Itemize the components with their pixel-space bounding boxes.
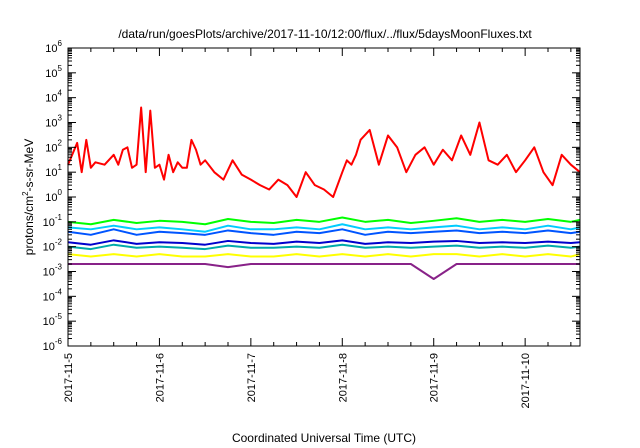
chart-title: /data/run/goesPlots/archive/2017-11-10/1… <box>118 27 532 41</box>
y-tick-base: 10 <box>43 291 55 303</box>
y-tick-base: 10 <box>43 341 55 353</box>
y-tick-label: 10-4 <box>43 287 63 303</box>
x-axis-label: Coordinated Universal Time (UTC) <box>232 431 416 445</box>
series-line-3 <box>67 228 581 236</box>
y-tick-exponent: 4 <box>58 89 63 98</box>
plot-frame <box>67 47 581 347</box>
series-line-1 <box>67 216 581 226</box>
x-tick-label: 2017-11-5 <box>63 353 75 402</box>
series-line-6 <box>67 253 581 258</box>
x-tick-label: 2017-11-8 <box>337 353 349 402</box>
y-tick-label: 102 <box>45 138 62 154</box>
y-axis-label-post: -s-sr-MeV <box>22 139 36 192</box>
y-tick-base: 10 <box>45 43 57 55</box>
y-tick-base: 10 <box>43 217 55 229</box>
y-tick-label: 10-5 <box>43 312 63 328</box>
y-tick-exponent: 5 <box>58 64 63 73</box>
y-tick-exponent: -2 <box>55 238 63 247</box>
y-tick-exponent: 2 <box>58 138 63 147</box>
y-tick-label: 10-6 <box>43 337 63 353</box>
y-axis-label-pre: protons/cm <box>22 196 36 255</box>
y-tick-exponent: -6 <box>55 337 63 346</box>
y-tick-label: 103 <box>45 114 62 130</box>
y-tick-label: 10-1 <box>43 213 63 229</box>
series-line-7 <box>68 263 580 280</box>
y-tick-base: 10 <box>45 93 57 105</box>
y-tick-label: 101 <box>45 163 62 179</box>
y-tick-base: 10 <box>43 316 55 328</box>
y-tick-exponent: -3 <box>55 263 63 272</box>
y-tick-label: 100 <box>45 188 62 204</box>
series-line-4 <box>67 239 581 246</box>
x-axis: 2017-11-5 2017-11-6 2017-11-7 2017-11-8 2017… <box>63 48 572 408</box>
y-tick-base: 10 <box>45 68 57 80</box>
y-tick-base: 10 <box>45 142 57 154</box>
y-tick-label: 10-3 <box>43 263 63 279</box>
y-tick-label: 106 <box>45 39 62 55</box>
y-tick-exponent: 6 <box>58 39 63 48</box>
y-tick-base: 10 <box>45 192 57 204</box>
y-tick-exponent: -4 <box>55 287 63 296</box>
y-tick-label: 10-2 <box>43 238 63 254</box>
y-axis-label: protons/cm2-s-sr-MeV <box>21 139 36 255</box>
y-axis-label-sup: 2 <box>21 191 30 196</box>
y-tick-base: 10 <box>45 167 57 179</box>
y-tick-base: 10 <box>43 267 55 279</box>
plot-series <box>67 106 581 280</box>
y-tick-base: 10 <box>45 118 57 130</box>
y-tick-exponent: -5 <box>55 312 63 321</box>
series-line-0 <box>67 106 581 198</box>
y-tick-exponent: 3 <box>58 114 63 123</box>
series-line-2 <box>67 223 581 233</box>
y-tick-exponent: 1 <box>58 163 63 172</box>
y-tick-base: 10 <box>43 242 55 254</box>
x-tick-label: 2017-11-10 <box>520 353 532 408</box>
series-line-5 <box>67 243 581 251</box>
y-tick-exponent: -1 <box>55 213 63 222</box>
y-tick-exponent: 0 <box>58 188 63 197</box>
y-tick-label: 105 <box>45 64 62 80</box>
x-tick-label: 2017-11-9 <box>429 353 441 402</box>
x-tick-label: 2017-11-7 <box>246 353 258 402</box>
x-tick-label: 2017-11-6 <box>154 353 166 402</box>
y-tick-label: 104 <box>45 89 62 105</box>
y-axis: 10610510410310210110010-110-210-310-410-… <box>43 39 580 353</box>
